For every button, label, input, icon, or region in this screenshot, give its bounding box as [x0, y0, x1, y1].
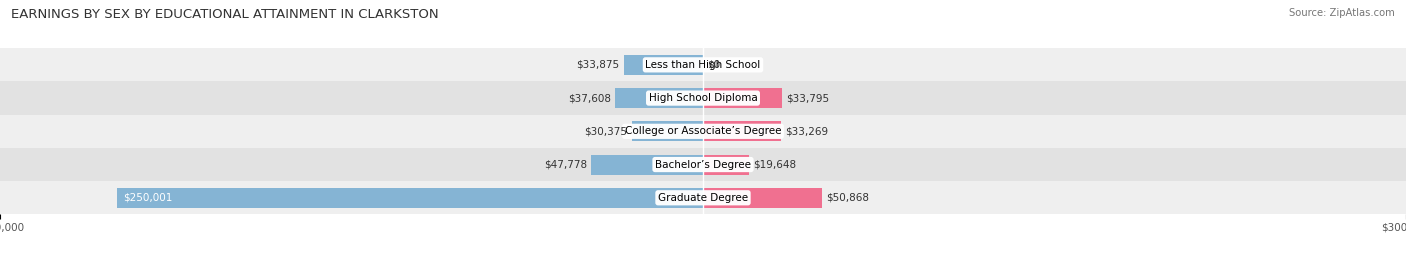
- Bar: [614, 88, 703, 108]
- Text: Source: ZipAtlas.com: Source: ZipAtlas.com: [1289, 8, 1395, 18]
- Text: Graduate Degree: Graduate Degree: [658, 193, 748, 203]
- Bar: [0, 81, 1406, 115]
- Text: $33,269: $33,269: [785, 126, 828, 136]
- Bar: [703, 121, 780, 141]
- Bar: [0, 181, 1406, 214]
- Text: $37,608: $37,608: [568, 93, 610, 103]
- Text: $250,001: $250,001: [122, 193, 172, 203]
- Text: $30,375: $30,375: [585, 126, 627, 136]
- Text: $50,868: $50,868: [827, 193, 869, 203]
- Text: $47,778: $47,778: [544, 159, 586, 170]
- Text: College or Associate’s Degree: College or Associate’s Degree: [624, 126, 782, 136]
- Bar: [117, 188, 703, 208]
- Bar: [0, 148, 1406, 181]
- Text: $33,795: $33,795: [786, 93, 830, 103]
- Bar: [0, 48, 1406, 81]
- Bar: [624, 55, 703, 75]
- Text: $0: $0: [707, 60, 720, 70]
- Bar: [703, 188, 823, 208]
- Text: EARNINGS BY SEX BY EDUCATIONAL ATTAINMENT IN CLARKSTON: EARNINGS BY SEX BY EDUCATIONAL ATTAINMEN…: [11, 8, 439, 21]
- Text: $19,648: $19,648: [754, 159, 796, 170]
- Bar: [703, 155, 749, 174]
- Text: Less than High School: Less than High School: [645, 60, 761, 70]
- Bar: [591, 155, 703, 174]
- Text: $33,875: $33,875: [576, 60, 620, 70]
- Text: High School Diploma: High School Diploma: [648, 93, 758, 103]
- Text: Bachelor’s Degree: Bachelor’s Degree: [655, 159, 751, 170]
- Bar: [631, 121, 703, 141]
- Bar: [703, 88, 782, 108]
- Bar: [0, 115, 1406, 148]
